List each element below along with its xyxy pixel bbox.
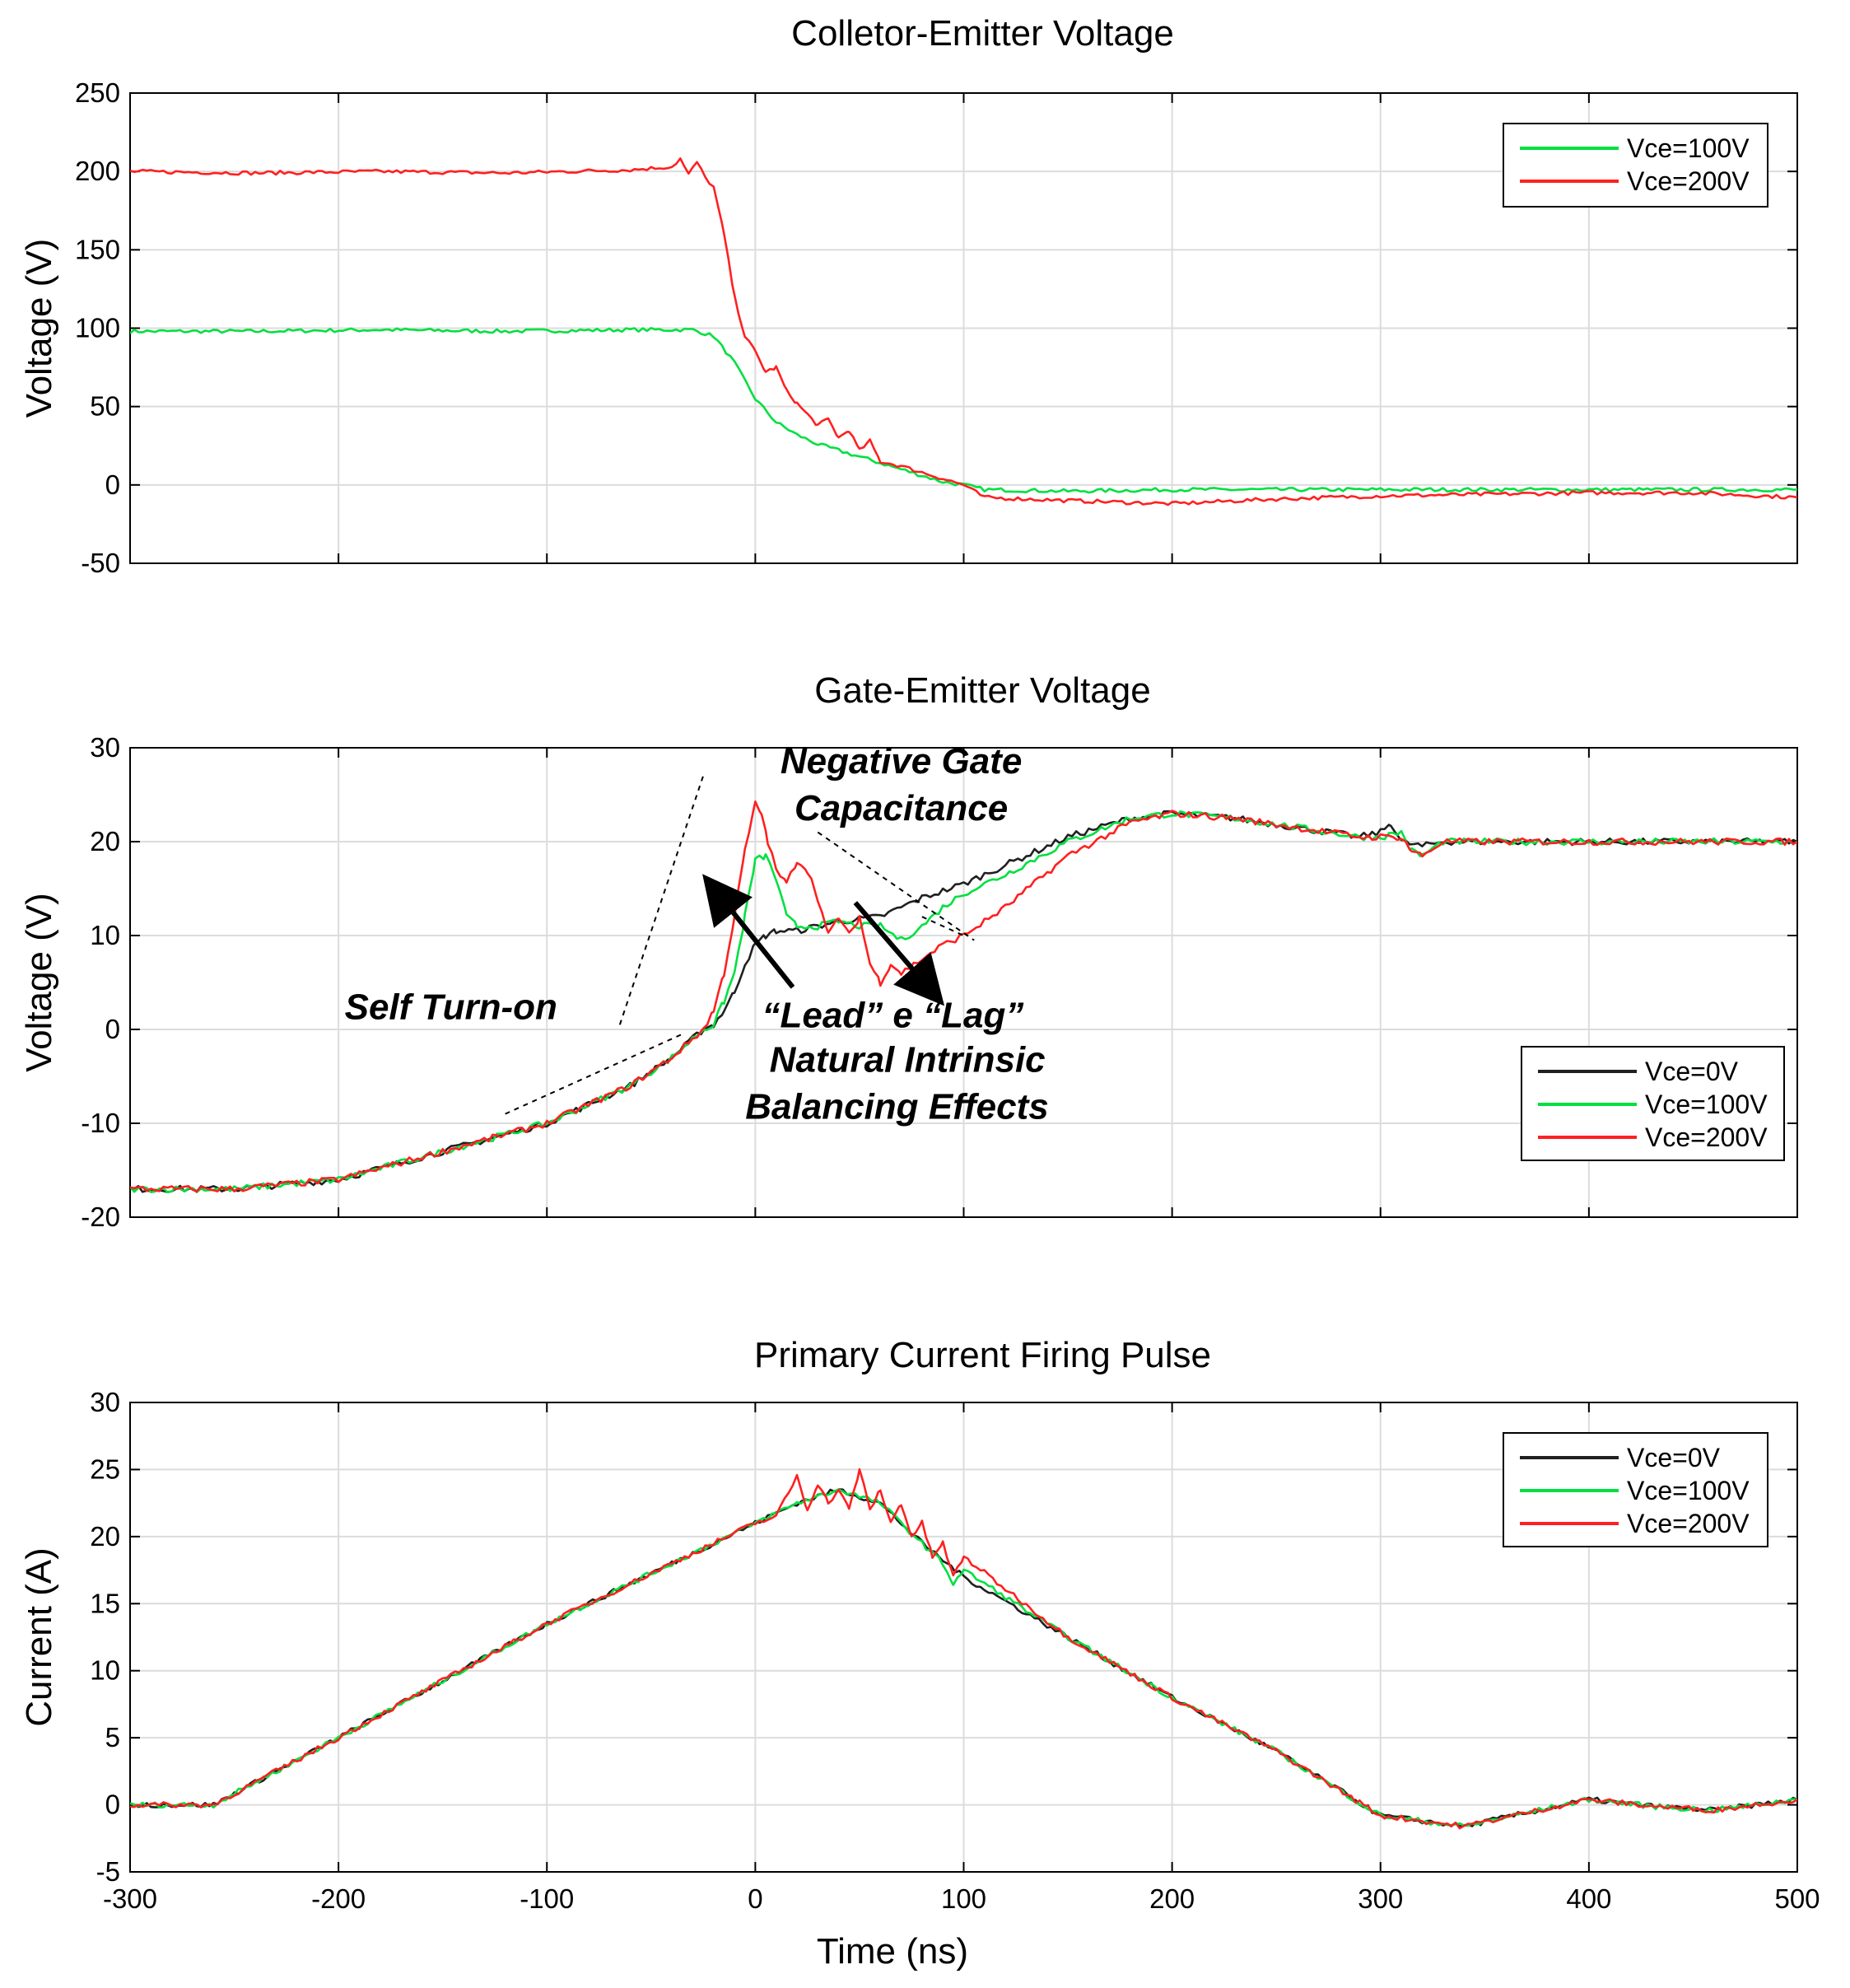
y-tick-label: 0 [105,1014,120,1044]
y-tick-label: 25 [90,1454,120,1484]
y-tick-label: -5 [96,1856,120,1887]
series-vce-200v [130,1468,1797,1830]
annotation-text: Negative Gate [781,741,1022,782]
annotation-text: “Lead” e “Lag” [762,996,1024,1036]
legend-entry: Vce=100V [1645,1090,1768,1119]
y-tick-label: 5 [105,1722,120,1752]
legend-entry: Vce=200V [1627,1509,1750,1538]
lag-arrow [853,901,945,1006]
x-axis-label: Time (ns) [817,1931,968,1972]
x-tick-label: -300 [103,1883,157,1914]
x-tick-label: 100 [941,1883,986,1914]
y-tick-label: 15 [90,1588,120,1618]
annotation-text: Capacitance [795,788,1008,828]
series-vce-200v [130,157,1797,506]
y-axis-label: Current (A) [19,1547,59,1727]
annotation-text: Natural Intrinsic [770,1039,1046,1080]
y-tick-label: 30 [90,1387,120,1417]
x-tick-label: 0 [748,1883,762,1914]
legend-entry: Vce=100V [1627,133,1750,163]
legend-entry: Vce=200V [1627,166,1750,196]
legend-entry: Vce=100V [1627,1476,1750,1505]
y-tick-label: 0 [105,1790,120,1820]
y-tick-label: 100 [75,313,120,343]
series-vce-200v [130,800,1797,1193]
x-tick-label: -200 [311,1883,366,1914]
x-tick-label: -100 [520,1883,574,1914]
y-tick-label: 20 [90,826,120,856]
chart-title: Primary Current Firing Pulse [754,1335,1211,1375]
y-tick-label: 200 [75,156,120,186]
panel-primary-current-firing-pulse: Primary Current Firing Pulse -300 -200 -100… [19,1335,1820,1972]
y-tick-label: -20 [81,1202,120,1232]
series-vce-100v [130,327,1797,494]
legend: Vce=0V Vce=100V Vce=200V [1521,1046,1785,1161]
guide-line [921,916,964,936]
annotation-text: Self Turn-on [345,987,557,1027]
x-tick-label: 200 [1149,1883,1195,1914]
y-tick-label: 10 [90,920,120,950]
legend-entry: Vce=0V [1645,1057,1739,1086]
guide-line [618,775,705,1025]
chart-title: Colletor-Emitter Voltage [791,13,1174,54]
lead-arrow [702,874,795,989]
y-tick-label: 0 [105,469,120,500]
series-vce-100v [130,810,1797,1193]
y-tick-label: -10 [81,1108,120,1138]
legend-entry: Vce=200V [1645,1122,1768,1152]
x-tick-label: 300 [1358,1883,1403,1914]
y-tick-label: -50 [81,548,120,578]
panel-colletor-emitter-voltage: Colletor-Emitter Voltage -50 0 50 100 150 200 2… [19,13,1798,578]
legend: Vce=0V Vce=100V Vce=200V [1503,1432,1768,1547]
y-tick-label: 250 [75,77,120,108]
y-tick-label: 30 [90,732,120,763]
panel-gate-emitter-voltage: Gate-Emitter Voltage -20 -10 0 10 20 30 Voltage… [19,670,1798,1232]
chart-title: Gate-Emitter Voltage [814,670,1150,711]
y-axis-label: Voltage (V) [19,893,59,1072]
y-tick-label: 10 [90,1655,120,1686]
y-tick-label: 20 [90,1521,120,1552]
y-axis-label: Voltage (V) [19,239,59,418]
x-tick-label: 500 [1774,1883,1820,1914]
x-tick-label: 400 [1566,1883,1611,1914]
guide-line [817,831,975,941]
legend-box [1503,123,1768,208]
legend-entry: Vce=0V [1627,1443,1721,1472]
y-tick-label: 50 [90,391,120,422]
y-tick-label: 150 [75,234,120,264]
annotation-text: Balancing Effects [745,1086,1048,1127]
annotations: Negative Gate Capacitance Self Turn-on “Lea… [345,741,1049,1127]
guide-line [505,1033,683,1115]
